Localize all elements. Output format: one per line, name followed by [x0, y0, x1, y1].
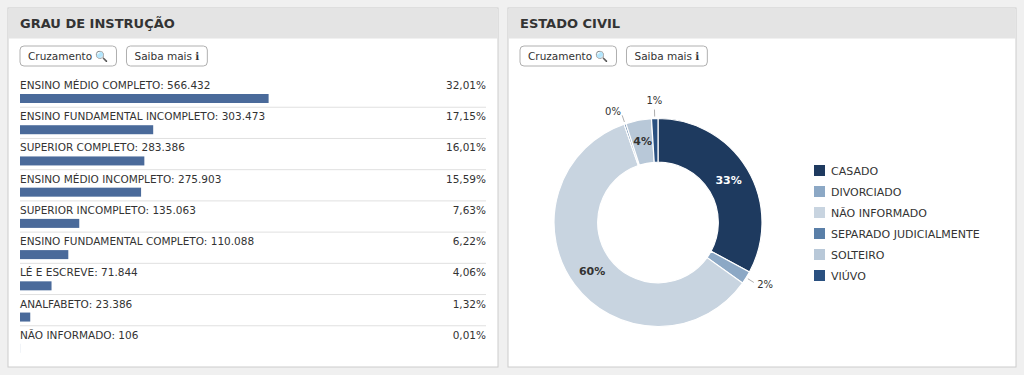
- leader-line: [622, 115, 624, 122]
- data-label: 4%: [633, 135, 652, 148]
- panel-background: [508, 8, 1016, 367]
- data-label: 1,32%: [453, 298, 486, 310]
- category-label: LÉ E ESCREVE: 71.844: [20, 266, 138, 278]
- category-label: ANALFABETO: 23.386: [20, 298, 133, 310]
- bar: [20, 156, 144, 165]
- button[interactable]: Cruzamento 🔍: [520, 46, 616, 66]
- legend-label: SOLTEIRO: [831, 249, 885, 262]
- leader-line: [748, 279, 754, 283]
- data-label: 17,15%: [446, 110, 486, 122]
- panel: ESTADO CIVIL Cruzamento 🔍 Saiba mais ℹ 33% 2…: [508, 8, 1016, 367]
- category-label: ENSINO MÉDIO COMPLETO: 566.432: [20, 79, 210, 91]
- category-label: NÃO INFORMADO: 106: [20, 329, 139, 341]
- data-label: 15,59%: [446, 173, 486, 185]
- button[interactable]: Saiba mais ℹ: [626, 46, 707, 66]
- legend: CASADO DIVORCIADO NÃO INFORMADO SEPARADO JU…: [814, 165, 980, 283]
- button[interactable]: Cruzamento 🔍: [20, 46, 116, 66]
- divider: [20, 169, 486, 170]
- bar: [20, 250, 68, 259]
- button-label[interactable]: Saiba mais ℹ: [634, 50, 699, 62]
- divider: [20, 232, 486, 233]
- data-label: 6,22%: [453, 235, 486, 247]
- pie-labels: 33% 2% 60% 0% 4% 1%: [579, 95, 773, 290]
- button-label[interactable]: Cruzamento 🔍: [528, 49, 608, 63]
- wedge: [651, 119, 658, 163]
- data-label: 1%: [646, 95, 662, 106]
- bar-texts: ENSINO MÉDIO COMPLETO: 566.432 32,01% ENSI…: [20, 79, 486, 341]
- legend-label: SEPARADO JUDICIALMENTE: [831, 228, 980, 241]
- data-label: 0%: [605, 106, 621, 117]
- button[interactable]: Saiba mais ℹ: [126, 46, 207, 66]
- legend-swatch: [814, 165, 825, 176]
- data-label: 4,06%: [453, 266, 486, 278]
- panel-background: [8, 8, 498, 367]
- leader-line: [654, 110, 655, 117]
- divider: [20, 138, 486, 139]
- button-box[interactable]: [126, 46, 207, 66]
- category-label: ENSINO MÉDIO INCOMPLETO: 275.903: [20, 173, 221, 185]
- divider: [20, 107, 486, 108]
- data-label: 2%: [757, 279, 773, 290]
- wedges: [554, 119, 762, 327]
- data-label: 32,01%: [446, 79, 486, 91]
- divider: [20, 325, 486, 326]
- category-label: ENSINO FUNDAMENTAL INCOMPLETO: 303.473: [20, 110, 265, 122]
- button-label[interactable]: Cruzamento 🔍: [28, 49, 108, 63]
- panel: GRAU DE INSTRUÇÃO Cruzamento 🔍 Saiba mais …: [8, 8, 498, 367]
- panel-header: [9, 9, 498, 39]
- title: GRAU DE INSTRUÇÃO: [20, 16, 175, 31]
- data-label: 33%: [715, 174, 741, 187]
- legend-swatch: [814, 270, 825, 281]
- legend-swatch: [814, 249, 825, 260]
- legend-label: DIVORCIADO: [831, 186, 902, 199]
- bar: [20, 281, 52, 290]
- data-label: 7,63%: [453, 204, 486, 216]
- panel-header: [509, 9, 1016, 39]
- bars: [20, 94, 269, 353]
- bar: [20, 344, 21, 353]
- legend-label: NÃO INFORMADO: [831, 207, 927, 220]
- legend-swatch: [814, 228, 825, 239]
- category-label: ENSINO FUNDAMENTAL COMPLETO: 110.088: [20, 235, 254, 247]
- button-box[interactable]: [20, 46, 116, 66]
- button-box[interactable]: [626, 46, 707, 66]
- bar: [20, 125, 153, 134]
- button-box[interactable]: [520, 46, 616, 66]
- title: ESTADO CIVIL: [520, 16, 620, 31]
- button-label[interactable]: Saiba mais ℹ: [134, 50, 199, 62]
- bar: [20, 219, 79, 228]
- data-label: 16,01%: [446, 141, 486, 153]
- wedge: [658, 119, 762, 273]
- category-label: SUPERIOR INCOMPLETO: 135.063: [20, 204, 196, 216]
- divider: [20, 200, 486, 201]
- dashboard: GRAU DE INSTRUÇÃO Cruzamento 🔍 Saiba mais …: [0, 0, 1024, 375]
- category-label: SUPERIOR COMPLETO: 283.386: [20, 141, 185, 153]
- bar: [20, 188, 141, 197]
- data-label: 60%: [579, 265, 605, 278]
- data-label: 0,01%: [453, 329, 486, 341]
- bar: [20, 313, 30, 322]
- legend-label: VIÚVO: [831, 270, 866, 283]
- legend-label: CASADO: [831, 165, 878, 178]
- legend-swatch: [814, 207, 825, 218]
- divider: [20, 294, 486, 295]
- divider: [20, 263, 486, 264]
- bar: [20, 94, 269, 103]
- wedge: [626, 119, 654, 165]
- legend-swatch: [814, 186, 825, 197]
